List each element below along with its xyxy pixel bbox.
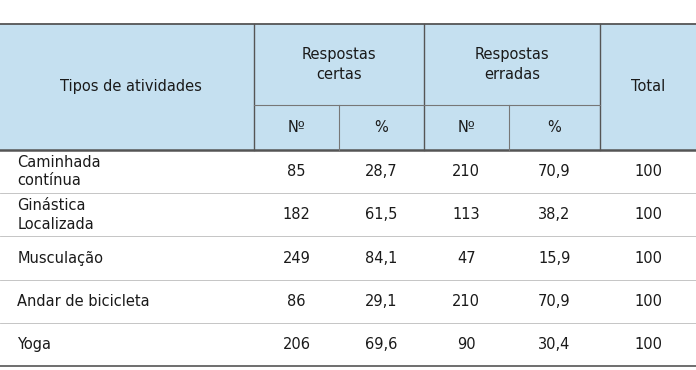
Text: Total: Total (631, 80, 665, 94)
Text: 30,4: 30,4 (538, 337, 571, 352)
Text: Yoga: Yoga (17, 337, 52, 352)
Text: %: % (548, 120, 561, 135)
Text: Caminhada
contínua: Caminhada contínua (17, 155, 101, 188)
Text: 100: 100 (634, 250, 662, 266)
Text: 70,9: 70,9 (538, 294, 571, 309)
Text: Tipos de atividades: Tipos de atividades (60, 80, 201, 94)
Text: 182: 182 (283, 207, 310, 222)
Text: 84,1: 84,1 (365, 250, 397, 266)
Text: 70,9: 70,9 (538, 164, 571, 179)
Text: 28,7: 28,7 (365, 164, 397, 179)
Text: Respostas
erradas: Respostas erradas (475, 47, 549, 82)
Text: 69,6: 69,6 (365, 337, 397, 352)
Text: 86: 86 (287, 294, 306, 309)
Text: 100: 100 (634, 337, 662, 352)
Text: 206: 206 (283, 337, 310, 352)
Bar (0, 280, 696, 323)
Text: Nº: Nº (287, 120, 306, 135)
Bar (0, 323, 696, 366)
Text: 90: 90 (457, 337, 475, 352)
Text: 100: 100 (634, 207, 662, 222)
Text: 210: 210 (452, 164, 480, 179)
Bar (0, 150, 696, 193)
Text: 15,9: 15,9 (538, 250, 571, 266)
Text: 100: 100 (634, 294, 662, 309)
Text: Andar de bicicleta: Andar de bicicleta (17, 294, 150, 309)
Text: 113: 113 (452, 207, 480, 222)
Text: Musculação: Musculação (17, 250, 104, 266)
Text: 61,5: 61,5 (365, 207, 397, 222)
Text: 249: 249 (283, 250, 310, 266)
Bar (0, 236, 696, 280)
Text: Ginástica
Localizada: Ginástica Localizada (17, 198, 94, 232)
Text: Nº: Nº (457, 120, 475, 135)
Bar (0, 24, 696, 150)
Text: 38,2: 38,2 (538, 207, 571, 222)
Bar (0, 193, 696, 236)
Text: 47: 47 (457, 250, 475, 266)
Text: 210: 210 (452, 294, 480, 309)
Text: 100: 100 (634, 164, 662, 179)
Text: %: % (374, 120, 388, 135)
Text: Respostas
certas: Respostas certas (301, 47, 377, 82)
Text: 85: 85 (287, 164, 306, 179)
Text: 29,1: 29,1 (365, 294, 397, 309)
